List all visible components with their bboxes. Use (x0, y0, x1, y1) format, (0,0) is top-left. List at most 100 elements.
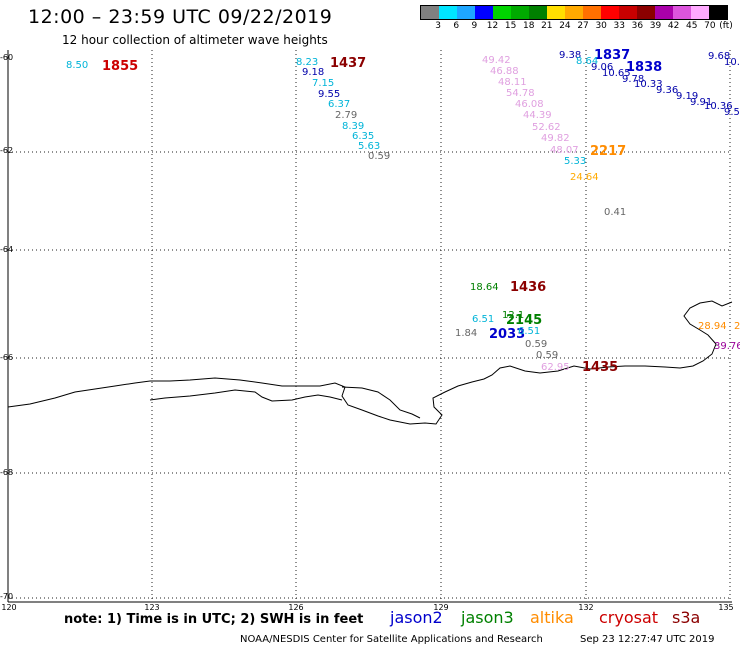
wave-height-value: 10.0 (724, 57, 740, 68)
legend-tick-6: 6 (453, 21, 460, 31)
legend-swatch-7 (547, 6, 565, 19)
wave-height-value: 10.65 (602, 68, 631, 79)
wave-height-value: 6.51 (518, 326, 541, 337)
wave-height-value: 12.1 (502, 310, 525, 321)
lat-label-66: -66 (0, 353, 14, 362)
wave-height-value: 0.59 (536, 350, 559, 361)
wave-height-value: 7.15 (312, 78, 335, 89)
wave-height-value: 9.55 (318, 89, 341, 100)
legend-swatch-10 (601, 6, 619, 19)
wave-height-value: 5.63 (358, 141, 381, 152)
lon-label-126: 126 (288, 603, 304, 612)
wave-height-value: 9.36 (656, 85, 679, 96)
legend-tick-33: 33 (613, 21, 626, 31)
pass-time-label: 1437 (330, 56, 367, 71)
wave-height-value: 10.33 (634, 79, 663, 90)
wave-height-value: 28.94 (698, 321, 727, 332)
lon-label-123: 123 (144, 603, 160, 612)
legend-tick-24: 24 (559, 21, 571, 31)
wave-height-value: 9.68 (708, 51, 731, 62)
legend-tick-39: 39 (649, 21, 662, 31)
wave-height-value: 9.18 (302, 67, 325, 78)
wave-height-value: 6.37 (328, 99, 351, 110)
pass-time-label: 1435 (582, 360, 619, 375)
legend-tick-18: 18 (522, 21, 535, 31)
wave-height-value: 46.88 (490, 66, 519, 77)
legend-swatch-15 (691, 6, 709, 19)
legend-swatch-13 (655, 6, 673, 19)
map-note: note: 1) Time is in UTC; 2) SWH is in fe… (64, 612, 364, 627)
legend-tick-15: 15 (504, 21, 517, 31)
wave-height-value: 8.64 (576, 56, 599, 67)
legend-tick-30: 30 (595, 21, 607, 31)
wave-height-value: 24.64 (570, 172, 599, 183)
wave-height-value: 0.59 (368, 151, 391, 162)
legend-color-bar (420, 5, 728, 20)
pass-time-label: 2217 (590, 144, 627, 159)
legend-swatch-3 (475, 6, 493, 19)
pass-time-label: 1838 (626, 60, 663, 75)
lat-label-64: -64 (0, 245, 14, 254)
wave-height-value: 44.39 (523, 110, 552, 121)
wave-height-value: 39.76 (714, 341, 740, 352)
legend-swatch-0 (421, 6, 439, 19)
satellite-label-jason2: jason2 (390, 608, 443, 627)
wave-height-value: 0.41 (604, 207, 627, 218)
wave-height-value: 62.95 (541, 362, 570, 373)
wave-height-value: 5.33 (564, 156, 587, 167)
wave-height-value: 46.08 (515, 99, 544, 110)
wave-height-value: 18.64 (470, 282, 499, 293)
legend-tick-12: 12 (486, 21, 499, 31)
wave-height-value: 8.50 (66, 60, 89, 71)
legend-tick-21: 21 (541, 21, 553, 31)
legend-tick-27: 27 (577, 21, 589, 31)
satellite-label-s3a: s3a (672, 608, 701, 627)
legend-swatch-12 (637, 6, 655, 19)
wave-height-value: 8.39 (342, 121, 365, 132)
footer-credit: NOAA/NESDIS Center for Satellite Applica… (240, 634, 543, 645)
wave-height-value: 1.84 (455, 328, 478, 339)
legend-tick-3: 3 (435, 21, 441, 31)
footer-timestamp: Sep 23 12:27:47 UTC 2019 (580, 634, 715, 645)
legend-swatch-16 (709, 6, 727, 19)
coastline-inlet-2 (341, 386, 421, 419)
satellite-label-jason3: jason3 (461, 608, 514, 627)
wave-height-value: 9.38 (559, 50, 582, 61)
legend-tick-42: 42 (667, 21, 680, 31)
pass-time-label: 2145 (506, 313, 543, 328)
legend-tick-45: 45 (686, 21, 698, 31)
wave-height-value: 8.23 (296, 57, 319, 68)
wave-height-value: 2.79 (335, 110, 358, 121)
legend-swatch-2 (457, 6, 475, 19)
wave-height-value: 9.91 (690, 97, 713, 108)
wave-height-value: 48.11 (498, 77, 527, 88)
satellite-label-cryosat: cryosat (599, 608, 659, 627)
wave-height-color-legend: 3 6 9 12 15 18 21 24 27 30 33 36 39 42 45 70 (ft) (420, 5, 733, 32)
wave-height-value: 52.62 (532, 122, 561, 133)
wave-height-value: 9.06 (591, 62, 614, 73)
legend-tick-70: 70 (704, 21, 716, 31)
lat-label-60: -60 (0, 53, 14, 62)
lon-label-120: 120 (1, 603, 17, 612)
coastline-inlet (149, 389, 343, 402)
legend-swatch-1 (439, 6, 457, 19)
legend-tick-9: 9 (471, 21, 478, 31)
lat-label-68: -68 (0, 468, 14, 477)
pass-time-label: 1436 (510, 280, 547, 295)
wave-height-value: 49.42 (482, 55, 511, 66)
legend-swatch-8 (565, 6, 583, 19)
wave-height-value: 9.19 (676, 91, 699, 102)
wave-height-value: 6.51 (472, 314, 495, 325)
wave-height-value: 0.59 (525, 339, 548, 350)
lon-label-135: 135 (718, 603, 734, 612)
wave-height-value: 9.78 (622, 74, 645, 85)
lon-label-129: 129 (433, 603, 449, 612)
pass-time-label: 1837 (594, 48, 631, 63)
antarctic-coastline (7, 300, 733, 425)
pass-time-label: 1855 (102, 59, 139, 74)
lat-label-62: -62 (0, 146, 14, 155)
wave-height-value: 10.36 (704, 101, 733, 112)
lat-label-70: -70 (0, 592, 14, 601)
wave-height-value: 9.5 (724, 107, 740, 118)
